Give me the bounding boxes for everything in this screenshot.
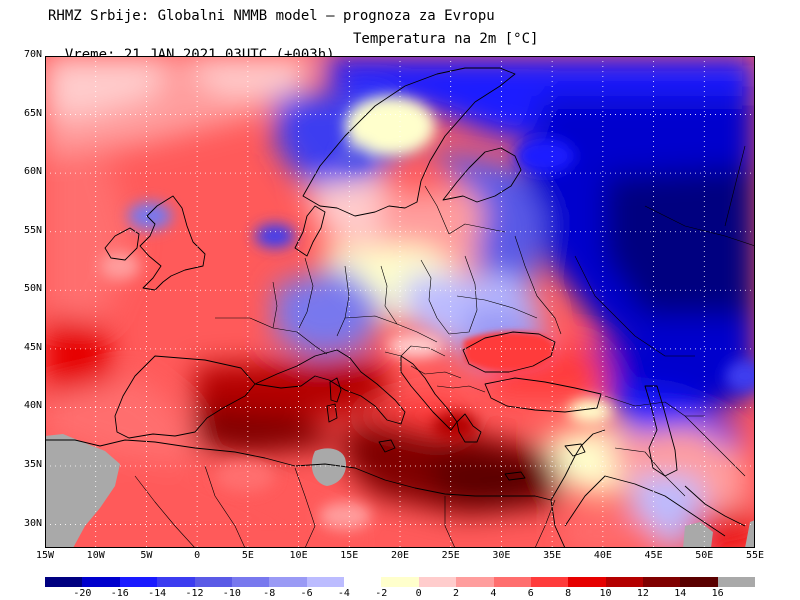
inland-seas [463, 331, 554, 372]
colorbar-tick-label: -2 [375, 588, 388, 599]
colorbar-swatch [82, 577, 120, 587]
colorbar-tick-label: 8 [565, 588, 572, 599]
lon-label: 45E [644, 550, 663, 561]
lon-label: 30E [492, 550, 511, 561]
colorbar-tick-label: -20 [73, 588, 92, 599]
lat-label: 50N [23, 283, 42, 295]
lon-label: 5W [140, 550, 153, 561]
header-title: RHMZ Srbije: Globalni NMMB model — progn… [48, 8, 495, 24]
colorbar-tick-label: 14 [674, 588, 687, 599]
colorbar-swatch [306, 577, 344, 587]
colorbar-tick-label: -16 [110, 588, 129, 599]
colorbar-swatch [456, 577, 494, 587]
lon-label: 15E [340, 550, 359, 561]
colorbar-tick-label: -8 [263, 588, 276, 599]
colorbar-swatch [493, 577, 531, 587]
colorbar-swatch [605, 577, 643, 587]
lon-label: 50E [695, 550, 714, 561]
colorbar-swatch [680, 577, 718, 587]
lon-label: 5E [241, 550, 254, 561]
graticule [45, 56, 755, 548]
colorbar-tick-label: 0 [415, 588, 422, 599]
lat-label: 60N [23, 166, 42, 178]
colorbar-tick-label: 4 [490, 588, 497, 599]
colorbar-swatch [418, 577, 457, 587]
colorbar-swatch [269, 577, 307, 587]
lat-label: 65N [23, 107, 42, 119]
temperature-map [45, 56, 755, 548]
colorbar-swatch [530, 577, 569, 587]
colorbar-tick-label: -6 [300, 588, 313, 599]
colorbar-tick-label: -10 [222, 588, 241, 599]
lat-label: 40N [23, 400, 42, 412]
colorbar [45, 577, 756, 587]
lon-label: 40E [593, 550, 612, 561]
map-frame [45, 56, 755, 548]
lon-label: 0 [194, 550, 201, 561]
lon-label: 20E [390, 550, 410, 561]
colorbar-tick-label: -14 [148, 588, 167, 599]
lat-label: 45N [23, 341, 42, 353]
colorbar-swatch [194, 577, 232, 587]
lat-label: 70N [23, 49, 42, 60]
parameter-name: Temperatura na 2m [°C] [353, 31, 539, 47]
lon-label: 35E [543, 550, 562, 561]
colorbar-tick-label: 16 [711, 588, 724, 599]
colorbar-swatch [231, 577, 270, 587]
colorbar-tick-label: 10 [599, 588, 612, 599]
lat-label: 30N [23, 517, 42, 529]
lon-label: 10E [289, 550, 308, 561]
lon-label: 15W [35, 550, 55, 561]
lat-label: 55N [23, 224, 42, 236]
colorbar-swatch [717, 577, 756, 587]
colorbar-tick-label: -12 [185, 588, 204, 599]
lat-label: 35N [23, 459, 42, 470]
colorbar-swatch [381, 577, 419, 587]
lon-label: 25E [441, 550, 460, 561]
colorbar-swatch [643, 577, 681, 587]
colorbar-tick-label: 12 [636, 588, 649, 599]
colorbar-tick-label: 6 [527, 588, 534, 599]
colorbar-swatch [568, 577, 606, 587]
temperature-detail [100, 96, 755, 530]
colorbar-swatch [119, 577, 158, 587]
lon-label: 10W [86, 550, 105, 561]
colorbar-tick-label: -4 [337, 588, 350, 599]
country-borders [134, 145, 755, 548]
colorbar-tick-label: 2 [453, 588, 460, 599]
missing-data-areas [45, 434, 755, 548]
colorbar-swatch [157, 577, 195, 587]
colorbar-swatch [45, 577, 83, 587]
colorbar-swatch [344, 577, 382, 587]
lon-label: 55E [745, 550, 765, 561]
map-canvas [45, 56, 755, 548]
